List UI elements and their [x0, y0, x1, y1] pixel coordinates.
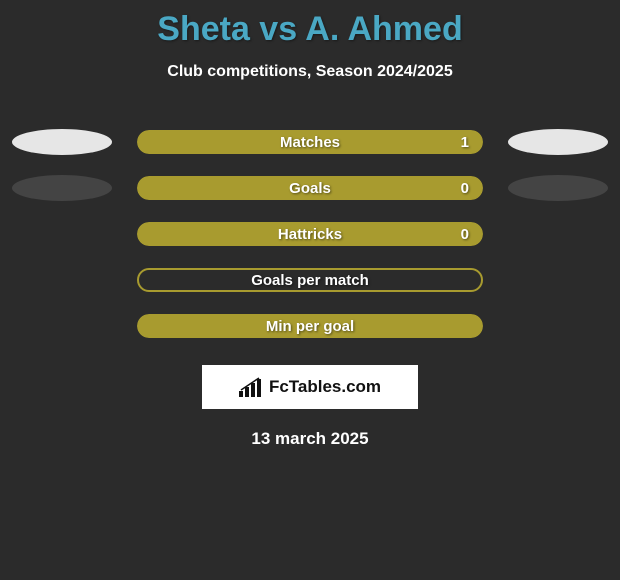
date-text: 13 march 2025 [0, 429, 620, 449]
stat-bar: Min per goal [137, 314, 483, 338]
stat-bar: Hattricks 0 [137, 222, 483, 246]
right-marker [508, 129, 608, 155]
left-marker [12, 175, 112, 201]
stat-row: Hattricks 0 [0, 211, 620, 257]
stat-bar: Goals 0 [137, 176, 483, 200]
stat-label: Hattricks [278, 226, 342, 243]
stat-bar: Matches 1 [137, 130, 483, 154]
page-subtitle: Club competitions, Season 2024/2025 [0, 63, 620, 81]
left-marker [12, 129, 112, 155]
stat-label: Goals per match [251, 272, 369, 289]
stats-rows: Matches 1 Goals 0 Hattricks 0 Goals per match M… [0, 119, 620, 349]
bars-icon [239, 377, 263, 397]
logo-text: FcTables.com [269, 377, 381, 397]
stat-value: 0 [461, 180, 469, 197]
stat-value: 0 [461, 226, 469, 243]
logo-box: FcTables.com [202, 365, 418, 409]
stat-row: Goals 0 [0, 165, 620, 211]
right-marker [508, 175, 608, 201]
stat-value: 1 [461, 134, 469, 151]
stat-label: Goals [289, 180, 331, 197]
stat-row: Min per goal [0, 303, 620, 349]
stat-label: Matches [280, 134, 340, 151]
stat-label: Min per goal [266, 318, 354, 335]
stat-bar: Goals per match [137, 268, 483, 292]
stat-row: Matches 1 [0, 119, 620, 165]
stat-row: Goals per match [0, 257, 620, 303]
page-title: Sheta vs A. Ahmed [0, 0, 620, 49]
